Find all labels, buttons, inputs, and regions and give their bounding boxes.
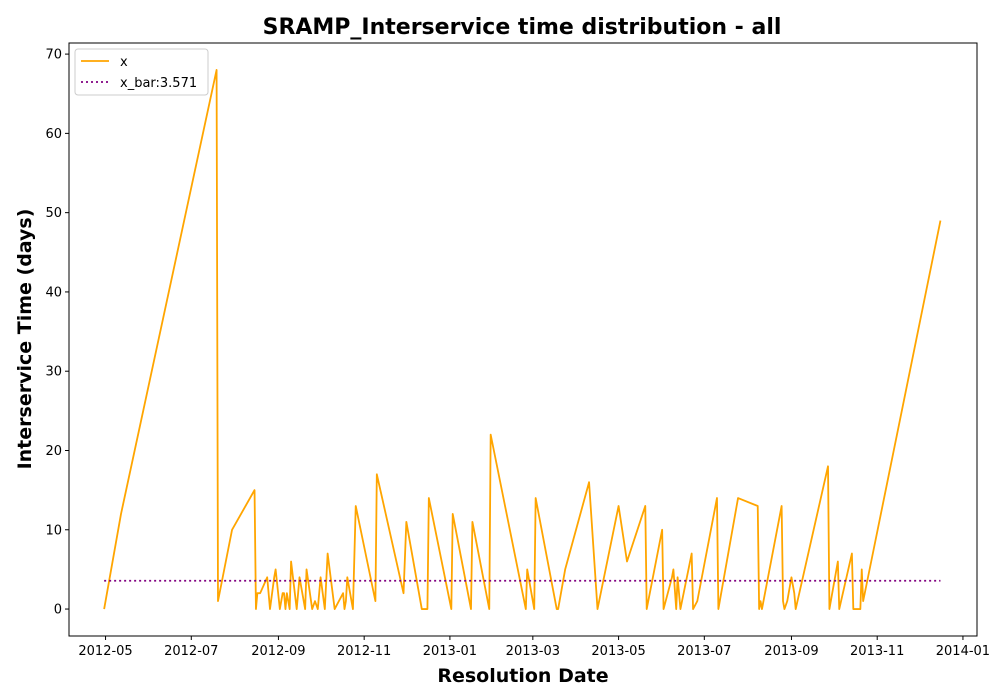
y-axis: 0 10 20 30 40 50 60 70	[45, 48, 69, 618]
x-tick-label: 2013-03	[506, 644, 560, 659]
y-axis-label: Interservice Time (days)	[14, 209, 36, 470]
y-tick-label: 60	[45, 127, 62, 142]
legend-label-x-bar: x_bar:3.571	[120, 76, 197, 91]
series-line-x	[103, 69, 942, 610]
y-tick-label: 30	[45, 365, 62, 380]
y-tick-label: 40	[45, 285, 62, 300]
x-tick-label: 2012-09	[251, 644, 305, 659]
x-tick-label: 2014-01	[936, 644, 990, 659]
y-tick-label: 70	[45, 48, 62, 63]
y-tick-label: 50	[45, 206, 62, 221]
x-tick-label: 2013-09	[764, 644, 818, 659]
legend-label-x: x	[120, 55, 128, 70]
legend: x x_bar:3.571	[74, 48, 209, 96]
x-axis: 2012-05 2012-07 2012-09 2012-11 2013-01 2013-…	[78, 636, 990, 659]
chart-title: SRAMP_Interservice time distribution - a…	[263, 15, 782, 40]
x-axis-label: Resolution Date	[437, 665, 608, 687]
x-tick-label: 2012-05	[78, 644, 132, 659]
y-tick-label: 10	[45, 523, 62, 538]
x-tick-label: 2013-11	[850, 644, 904, 659]
y-tick-label: 0	[54, 603, 62, 618]
x-tick-label: 2013-07	[677, 644, 731, 659]
x-tick-label: 2012-11	[337, 644, 391, 659]
plot-area	[103, 69, 942, 610]
plot-frame	[68, 42, 978, 637]
x-tick-label: 2013-01	[423, 644, 477, 659]
x-tick-label: 2012-07	[164, 644, 218, 659]
y-tick-label: 20	[45, 444, 62, 459]
x-tick-label: 2013-05	[591, 644, 645, 659]
